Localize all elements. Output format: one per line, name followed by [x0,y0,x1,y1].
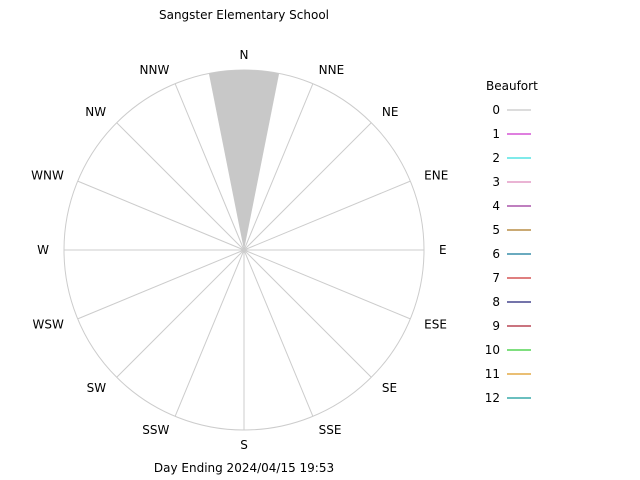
spoke-wsw [77,249,245,320]
spoke-wnw [77,180,245,251]
rose-plot: N NNE NE ENE E ESE SE SSE S SSW SW WSW W WNW NW NNW [31,48,448,452]
spoke-se [243,249,372,378]
direction-label-ne: NE [382,105,399,119]
legend-label-11: 11 [485,367,500,381]
direction-label-se: SE [382,381,397,395]
legend-label-12: 12 [485,391,500,405]
spoke-nne [243,83,314,251]
wedge-n-beaufort-0 [208,70,280,250]
legend-label-7: 7 [492,271,500,285]
chart-title: Sangster Elementary School [159,8,329,22]
direction-label-nw: NW [85,105,106,119]
spoke-nw [116,122,245,251]
legend-label-6: 6 [492,247,500,261]
direction-label-n: N [240,48,249,62]
direction-label-nne: NNE [319,63,345,77]
direction-label-s: S [240,438,248,452]
legend-label-1: 1 [492,127,500,141]
legend-label-4: 4 [492,199,500,213]
direction-label-e: E [439,243,447,257]
spoke-nnw [174,83,245,251]
legend-label-10: 10 [485,343,500,357]
legend-label-0: 0 [492,103,500,117]
direction-label-sse: SSE [319,423,342,437]
spoke-sw [116,249,245,378]
legend-label-8: 8 [492,295,500,309]
direction-label-ese: ESE [424,318,447,332]
legend-label-3: 3 [492,175,500,189]
direction-label-ene: ENE [424,168,448,182]
direction-label-wsw: WSW [32,318,63,332]
spoke-ne [243,122,372,251]
legend-label-2: 2 [492,151,500,165]
direction-label-sw: SW [87,381,107,395]
spoke-sse [243,249,314,417]
direction-label-w: W [37,243,49,257]
spoke-ene [243,180,411,251]
legend-title: Beaufort [486,79,538,93]
chart-subtitle: Day Ending 2024/04/15 19:53 [154,461,334,475]
spoke-ese [243,249,411,320]
direction-label-nnw: NNW [140,63,170,77]
direction-label-ssw: SSW [142,423,169,437]
direction-label-wnw: WNW [31,168,64,182]
spoke-ssw [174,249,245,417]
legend-label-9: 9 [492,319,500,333]
legend-label-5: 5 [492,223,500,237]
